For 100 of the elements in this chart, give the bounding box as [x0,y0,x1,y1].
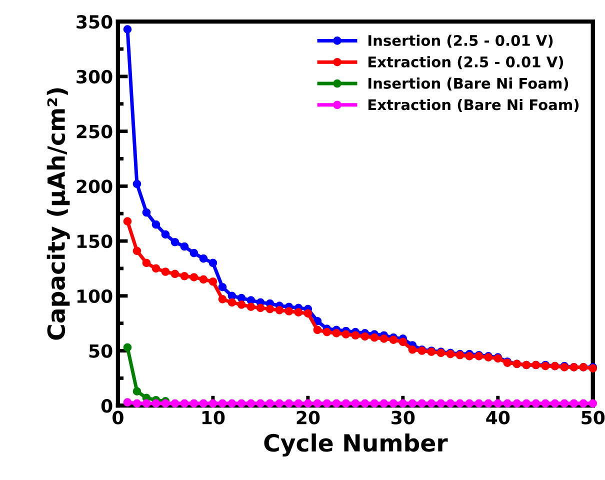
point [152,264,160,273]
point [322,328,332,336]
point [275,399,284,408]
point [208,258,218,268]
point [170,270,180,278]
point [446,399,455,408]
point [190,273,198,282]
point [494,399,502,408]
point [266,399,274,408]
point [123,343,132,352]
point [408,345,417,354]
point [560,399,569,408]
point [503,399,512,408]
point [246,302,256,312]
point [541,399,550,408]
point [427,399,436,408]
point [284,307,294,316]
point [237,300,246,309]
point [398,399,408,408]
x-tick-label: 40 [486,410,510,424]
point [389,399,398,408]
point [342,330,350,338]
point [132,246,142,256]
point [313,326,322,334]
point [190,248,198,258]
point [322,399,332,408]
point [123,217,132,226]
point [313,399,322,408]
point [199,254,208,263]
point [123,398,132,406]
point [218,282,227,292]
point [456,399,464,408]
point [142,399,151,408]
legend-label: Insertion (2.5 - 0.01 V) [368,34,553,48]
point [304,309,312,318]
y-tick-label: 0 [101,399,112,413]
point [532,399,540,408]
point [294,399,303,408]
legend-label: Extraction (2.5 - 0.01 V) [368,56,564,70]
point [228,399,236,408]
x-tick-label: 0 [112,410,124,424]
point [218,399,227,408]
point [208,277,218,286]
y-tick-label: 300 [76,70,112,84]
y-tick-label: 350 [76,15,112,29]
x-tick-label: 30 [392,410,415,424]
point [237,399,246,408]
point [208,399,218,408]
point [132,387,142,396]
point [190,399,198,408]
point [332,399,341,408]
legend-label: Extraction (Bare Ni Foam) [368,98,579,112]
point [332,329,341,338]
x-axis-title: Cycle Number [264,433,448,457]
point [237,294,246,302]
point [180,242,189,251]
point [180,399,189,408]
point [351,331,360,340]
point [152,399,160,408]
point [284,399,294,408]
y-tick-label: 150 [77,234,112,248]
point [398,338,408,346]
point [370,399,379,408]
point [550,399,560,408]
point [170,238,180,246]
point [161,399,170,408]
point [484,399,493,408]
point [418,399,426,408]
point [180,272,189,280]
point [246,296,256,304]
point [360,332,370,341]
point [142,258,151,268]
point [142,208,151,217]
point [170,399,180,408]
y-tick-label: 50 [89,344,112,358]
point [161,230,170,239]
point [132,399,142,408]
point [370,333,379,342]
y-tick-label: 200 [76,180,112,194]
point [199,399,208,408]
point [389,336,398,344]
point [294,308,303,317]
point [132,180,142,188]
point [380,399,388,408]
point [228,298,236,307]
point [579,399,588,408]
x-tick-label: 10 [202,410,225,424]
point [408,399,417,408]
point [123,25,132,34]
point [360,399,370,408]
point [275,306,284,314]
point [436,399,446,408]
point [522,399,531,408]
point [266,304,274,314]
point [588,399,598,408]
point [256,399,265,408]
point [152,220,160,229]
point [256,304,265,312]
y-tick-label: 100 [77,289,112,303]
point [465,352,474,360]
